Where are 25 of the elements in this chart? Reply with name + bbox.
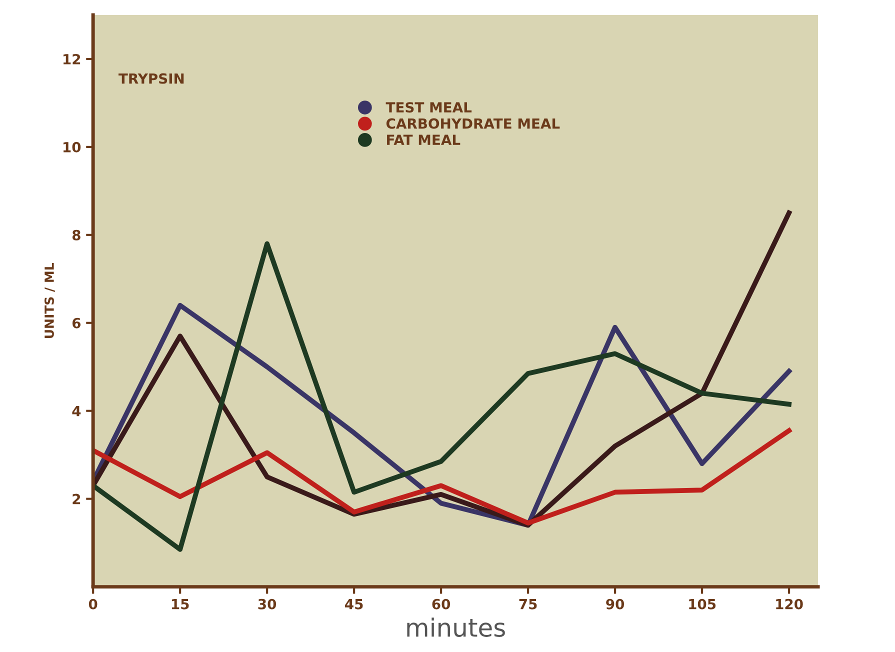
y-tick-label: 2 [72, 494, 80, 504]
y-tick-label: 12 [64, 54, 80, 64]
x-tick-label: 30 [258, 598, 276, 610]
y-tick-label: 6 [72, 318, 81, 328]
legend-label: CARBOHYDRATE MEAL [386, 118, 560, 129]
x-tick-label: 0 [88, 598, 98, 610]
x-tick-label: 15 [172, 599, 189, 610]
line-series [93, 241, 792, 552]
line-series [93, 210, 792, 528]
y-tick-label: 4 [72, 406, 81, 416]
x-tick-label: 60 [432, 598, 450, 610]
x-tick-label: 45 [345, 599, 363, 610]
annotation: TRYPSIN [118, 73, 184, 84]
line-series [93, 302, 792, 528]
legend-label: FAT MEAL [387, 134, 460, 145]
x-tick-label: 90 [606, 598, 624, 610]
y-tick-label: 8 [72, 230, 80, 240]
line-series [93, 428, 792, 526]
x-axis-title: minutes [407, 618, 505, 637]
legend-label: TEST MEAL [386, 102, 472, 113]
x-tick-label: 120 [776, 598, 803, 610]
x-tick-label: 75 [519, 599, 537, 610]
y-tick-label: 10 [64, 142, 81, 152]
y-axis-title: UNITS / ML [44, 263, 55, 338]
x-tick-label: 105 [689, 598, 716, 610]
